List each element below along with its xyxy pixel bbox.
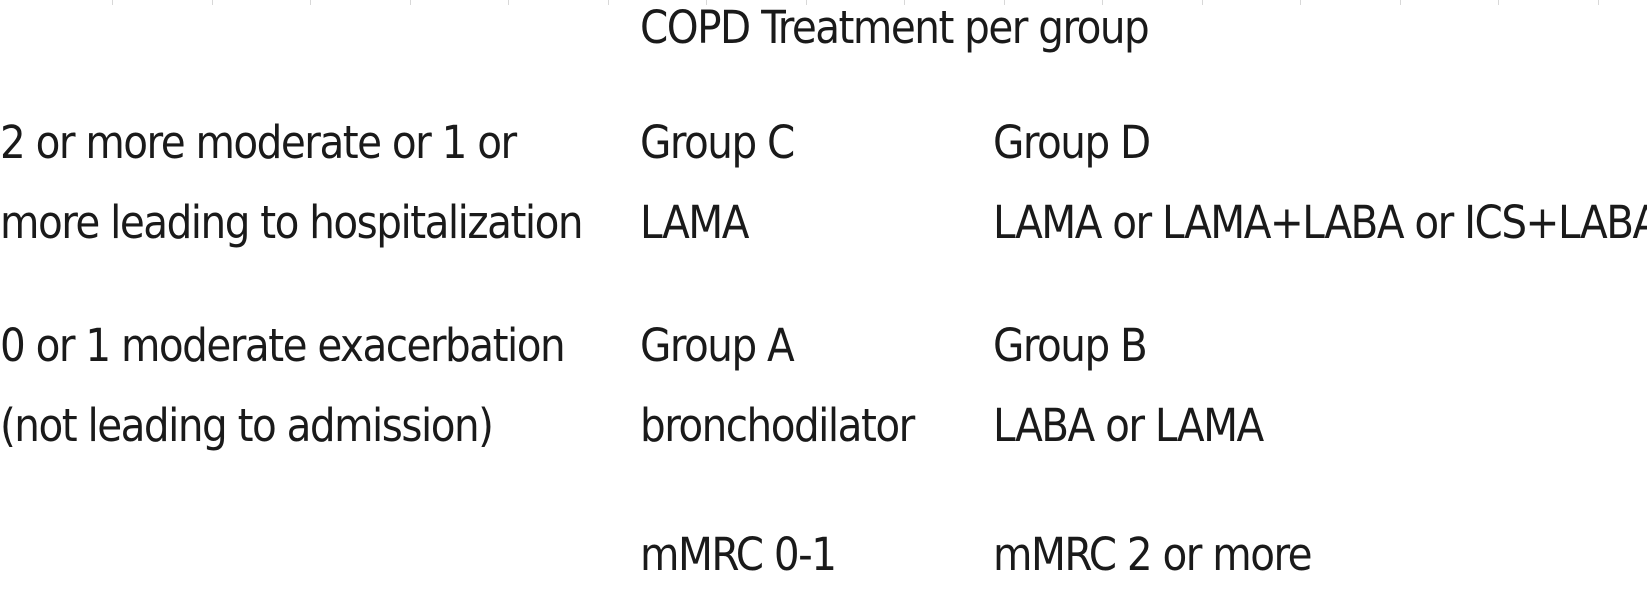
group-b-name: Group B [993, 306, 1146, 386]
group-a-treatment: bronchodilator [640, 386, 914, 466]
group-d-treatment: LAMA or LAMA+LABA or ICS+LABA [993, 183, 1647, 263]
group-c-name: Group C [640, 103, 794, 183]
group-a-name: Group A [640, 306, 793, 386]
row-label-high-risk-line1: 2 or more moderate or 1 or [0, 103, 516, 183]
chart-title: COPD Treatment per group [640, 0, 1148, 68]
group-b-treatment: LABA or LAMA [993, 386, 1263, 466]
group-c-treatment: LAMA [640, 183, 748, 263]
group-d-name: Group D [993, 103, 1150, 183]
row-label-low-risk-line2: (not leading to admission) [0, 386, 492, 466]
column-label-mmrc-low: mMRC 0-1 [640, 515, 836, 595]
column-label-mmrc-high: mMRC 2 or more [993, 515, 1311, 595]
row-label-high-risk-line2: more leading to hospitalization [0, 183, 582, 263]
row-label-low-risk-line1: 0 or 1 moderate exacerbation [0, 306, 564, 386]
